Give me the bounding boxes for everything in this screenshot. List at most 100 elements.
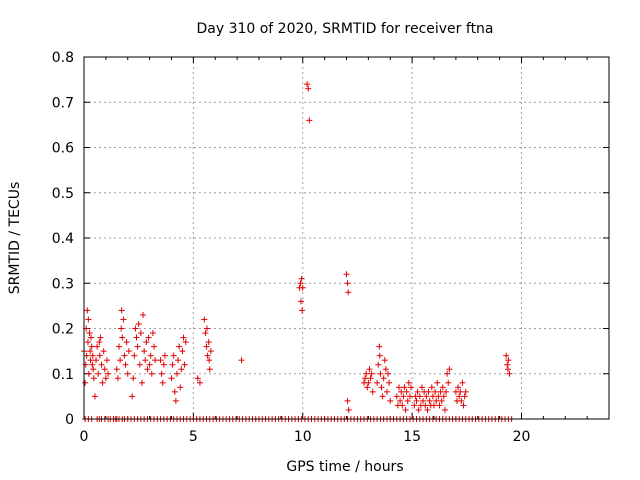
data-point (387, 397, 394, 404)
data-point (396, 384, 402, 391)
data-point (84, 307, 91, 314)
data-point (168, 375, 175, 382)
data-point (418, 384, 425, 391)
plot-frame (83, 56, 610, 420)
data-point (385, 370, 392, 377)
data-point (299, 284, 306, 291)
data-point (119, 334, 126, 341)
data-point (93, 357, 100, 364)
x-axis-ticks: 0 5 10 15 20 (80, 57, 610, 445)
data-point (438, 397, 445, 404)
data-point (147, 352, 154, 359)
data-point (175, 357, 182, 364)
data-point (201, 316, 208, 323)
data-point (378, 384, 385, 391)
data-point (426, 397, 433, 404)
data-point (87, 357, 94, 364)
data-point (299, 307, 306, 314)
data-point (135, 320, 142, 327)
data-point (125, 348, 132, 355)
data-point (142, 357, 149, 364)
data-point (383, 388, 390, 395)
data-point (117, 357, 124, 364)
data-point (369, 388, 376, 395)
data-point (455, 384, 462, 391)
data-point (99, 379, 106, 386)
x-axis-label: GPS time / hours (286, 459, 403, 475)
data-point (444, 370, 451, 377)
data-point (416, 393, 423, 400)
data-point (149, 330, 156, 337)
data-point (506, 370, 513, 377)
data-point (122, 361, 129, 368)
data-point (146, 361, 153, 368)
x-tick-label: 10 (294, 429, 312, 445)
data-point (118, 325, 125, 332)
data-point (96, 339, 103, 346)
data-point (82, 379, 89, 386)
data-point (345, 289, 352, 296)
data-point (238, 357, 245, 364)
data-point (425, 388, 432, 395)
data-point (90, 366, 97, 373)
data-point (377, 370, 384, 377)
data-point (297, 280, 304, 287)
data-point (345, 406, 352, 413)
y-tick-label: 0 (65, 412, 74, 428)
data-point (131, 352, 138, 359)
data-point (408, 384, 415, 391)
data-point (160, 361, 167, 368)
data-point (133, 334, 140, 341)
data-point (505, 357, 512, 364)
data-point (86, 330, 93, 337)
data-point (362, 375, 369, 382)
data-point (130, 375, 137, 382)
data-points (81, 81, 515, 422)
data-point (91, 393, 98, 400)
data-point (138, 379, 145, 386)
data-point (176, 343, 183, 350)
data-point (141, 348, 148, 355)
data-point (437, 388, 444, 395)
data-point (83, 352, 90, 359)
data-point (159, 379, 166, 386)
data-point (207, 348, 214, 355)
data-point (403, 388, 410, 395)
data-point (434, 379, 441, 386)
data-point (428, 384, 435, 391)
data-point (398, 388, 405, 395)
data-point (393, 393, 400, 400)
data-point (89, 352, 96, 359)
data-point (85, 316, 92, 323)
data-point (374, 379, 381, 386)
data-point (304, 81, 311, 88)
data-point (136, 361, 143, 368)
data-point (140, 311, 147, 318)
data-point (298, 298, 304, 305)
data-point (411, 402, 418, 409)
data-point (415, 406, 422, 413)
data-point (180, 334, 187, 341)
data-point (406, 393, 413, 400)
data-point (103, 357, 110, 364)
data-point (172, 397, 179, 404)
data-point (137, 330, 144, 337)
data-point (439, 384, 446, 391)
data-point (445, 379, 452, 386)
data-point (380, 375, 387, 382)
x-tick-label: 0 (80, 429, 89, 445)
data-point (446, 366, 453, 373)
data-point (386, 379, 393, 386)
data-point (363, 370, 370, 377)
y-tick-label: 0.1 (52, 367, 74, 383)
data-point (113, 366, 120, 373)
data-point (423, 393, 430, 400)
data-point (343, 271, 350, 278)
data-point (397, 397, 404, 404)
data-point (178, 366, 185, 373)
y-tick-label: 0.7 (52, 95, 74, 111)
data-point (381, 357, 388, 364)
data-point (435, 393, 442, 400)
data-point (413, 397, 420, 404)
data-point (414, 388, 421, 395)
